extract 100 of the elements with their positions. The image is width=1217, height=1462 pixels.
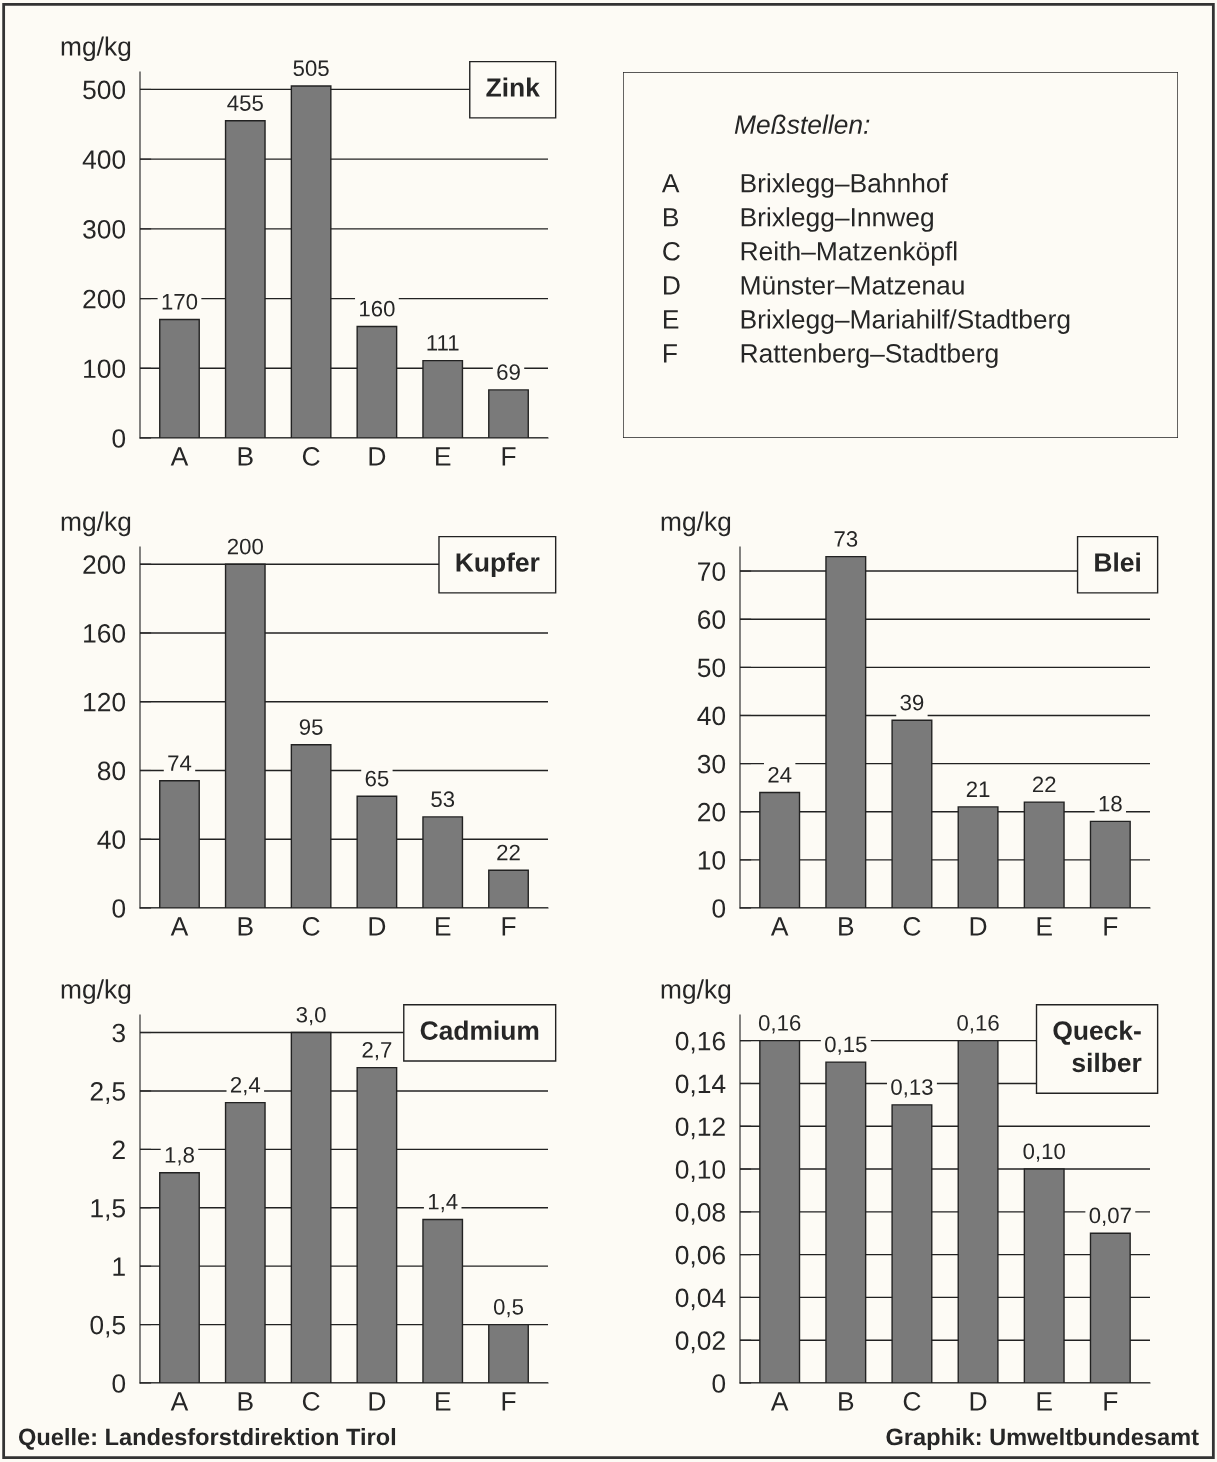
text: Queck- silber — [1053, 1020, 1142, 1073]
x-tick-label: E — [1037, 917, 1052, 936]
x-tick-label: B — [839, 1392, 854, 1411]
x-tick-label: F — [1104, 917, 1118, 936]
data-label: 0,07 — [1089, 1207, 1131, 1226]
y-axis-title: mg/kg — [61, 979, 131, 1004]
y-tick-label: 300 — [83, 219, 126, 239]
y-tick-label: 0,06 — [675, 1245, 725, 1268]
y-tick-label: 40 — [97, 830, 126, 850]
x-tick-label: B — [238, 1392, 253, 1411]
x-tick-label: D — [369, 447, 386, 466]
category-label: F — [664, 344, 677, 363]
data-label: 53 — [431, 791, 455, 808]
chart-title: Blei — [1095, 552, 1140, 572]
y-tick-label: 0,02 — [675, 1331, 725, 1354]
data-label: 160 — [360, 300, 395, 317]
y-tick-label: 0,04 — [675, 1288, 726, 1311]
category-label: D — [664, 276, 680, 295]
y-tick-label: 30 — [697, 754, 726, 774]
text: Brixlegg–Bahnhof — [741, 173, 948, 198]
y-tick-label: 100 — [84, 359, 126, 379]
data-label: 0,5 — [493, 1298, 524, 1318]
category-label: C — [663, 241, 680, 261]
data-label: 21 — [966, 781, 990, 797]
x-tick-label: B — [238, 447, 253, 466]
x-tick-label: A — [170, 917, 189, 936]
y-tick-label: 1,5 — [91, 1199, 126, 1221]
data-label: 74 — [168, 755, 192, 771]
x-tick-label: A — [170, 447, 189, 466]
y-tick-label: 20 — [698, 802, 726, 822]
y-tick-label: 2,5 — [90, 1082, 126, 1104]
y-tick-label: 0,5 — [90, 1315, 126, 1338]
x-tick-label: E — [436, 1392, 451, 1411]
y-tick-label: 0,08 — [675, 1202, 725, 1225]
data-label: 2,4 — [230, 1076, 261, 1096]
data-label: 2,7 — [362, 1041, 392, 1061]
y-tick-label: 60 — [698, 610, 726, 630]
y-tick-label: 1 — [113, 1257, 125, 1276]
x-tick-label: B — [238, 917, 253, 936]
data-label: 69 — [497, 364, 520, 381]
x-tick-label: E — [436, 447, 451, 466]
data-label: 39 — [900, 694, 924, 711]
x-tick-label: D — [970, 917, 987, 936]
data-label: 0,16 — [758, 1015, 801, 1034]
data-label: 111 — [427, 335, 459, 351]
chart-title: Kupfer — [456, 552, 540, 578]
x-tick-label: B — [839, 917, 854, 936]
category-label: E — [664, 310, 679, 329]
data-label: 170 — [162, 293, 198, 310]
data-label: 0,13 — [891, 1079, 933, 1098]
y-tick-label: 10 — [698, 851, 726, 870]
data-label: 1,4 — [428, 1194, 458, 1213]
y-axis-title: mg/kg — [61, 511, 131, 537]
y-tick-label: 0 — [112, 1374, 126, 1393]
data-label: 3,0 — [296, 1006, 326, 1026]
x-tick-label: D — [369, 1392, 386, 1411]
data-label: 24 — [768, 766, 792, 783]
x-tick-label: C — [302, 1392, 320, 1411]
chart-title: Cadmium — [420, 1020, 539, 1040]
text: Graphik: Umweltbundesamt — [886, 1427, 1199, 1450]
y-tick-label: 160 — [84, 624, 126, 643]
y-axis-title: mg/kg — [661, 511, 731, 537]
y-tick-label: 0,10 — [675, 1160, 726, 1182]
y-tick-label: 50 — [697, 658, 726, 678]
data-label: 95 — [299, 719, 323, 735]
text: Münster–Matzenau — [741, 276, 964, 295]
category-label: B — [664, 208, 679, 227]
y-tick-label: 2 — [112, 1140, 125, 1159]
y-tick-label: 0 — [112, 429, 126, 448]
x-tick-label: A — [770, 917, 789, 936]
data-label: 65 — [365, 770, 389, 787]
y-tick-label: 500 — [83, 80, 126, 100]
text: Meßstellen: — [734, 114, 870, 135]
y-tick-label: 0,14 — [675, 1074, 726, 1097]
text: Brixlegg–Mariahilf/Stadtberg — [741, 309, 1070, 334]
x-tick-label: C — [903, 917, 921, 936]
data-label: 22 — [1032, 776, 1056, 793]
x-tick-label: F — [502, 1392, 516, 1411]
y-axis-title: mg/kg — [61, 36, 131, 62]
y-tick-label: 40 — [697, 706, 726, 726]
x-tick-label: D — [970, 1392, 987, 1411]
data-label: 200 — [227, 538, 263, 555]
y-axis-title: mg/kg — [661, 979, 731, 1004]
y-tick-label: 0 — [112, 899, 126, 918]
y-tick-label: 200 — [83, 555, 126, 575]
y-tick-label: 0,12 — [675, 1117, 725, 1140]
x-tick-label: F — [502, 447, 516, 466]
text: Reith–Matzenköpfl — [741, 241, 957, 266]
data-label: 0,10 — [1023, 1143, 1065, 1162]
y-tick-label: 400 — [82, 150, 126, 169]
x-tick-label: C — [903, 1392, 921, 1411]
data-label: 0,15 — [825, 1036, 867, 1055]
y-tick-label: 70 — [698, 562, 726, 581]
x-tick-label: E — [1037, 1392, 1052, 1411]
data-label: 1,8 — [165, 1147, 194, 1166]
x-tick-label: A — [170, 1392, 189, 1411]
x-tick-label: A — [770, 1392, 789, 1411]
x-tick-label: E — [436, 917, 451, 936]
y-tick-label: 0,16 — [675, 1031, 725, 1054]
data-label: 0,16 — [957, 1015, 999, 1034]
